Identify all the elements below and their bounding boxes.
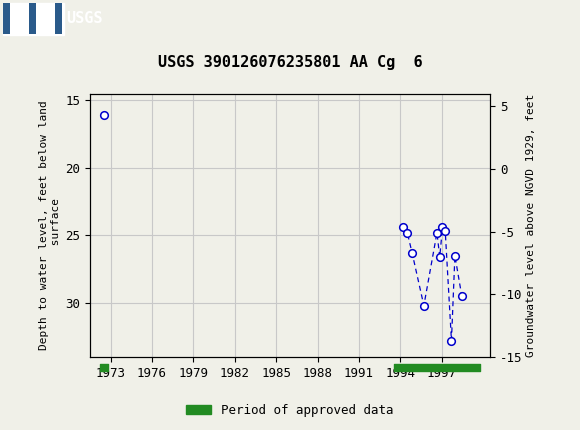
Text: USGS: USGS [67, 12, 103, 26]
Legend: Period of approved data: Period of approved data [181, 399, 399, 421]
Bar [3, 3, 10, 34]
Y-axis label: Groundwater level above NGVD 1929, feet: Groundwater level above NGVD 1929, feet [527, 94, 536, 357]
Bar [29, 3, 36, 34]
Bar [16, 3, 23, 34]
Bar [42, 3, 49, 34]
Text: USGS 390126076235801 AA Cg  6: USGS 390126076235801 AA Cg 6 [158, 55, 422, 70]
Bar [3, 3, 64, 35]
Bar [55, 3, 62, 34]
Y-axis label: Depth to water level, feet below land
 surface: Depth to water level, feet below land su… [39, 101, 61, 350]
